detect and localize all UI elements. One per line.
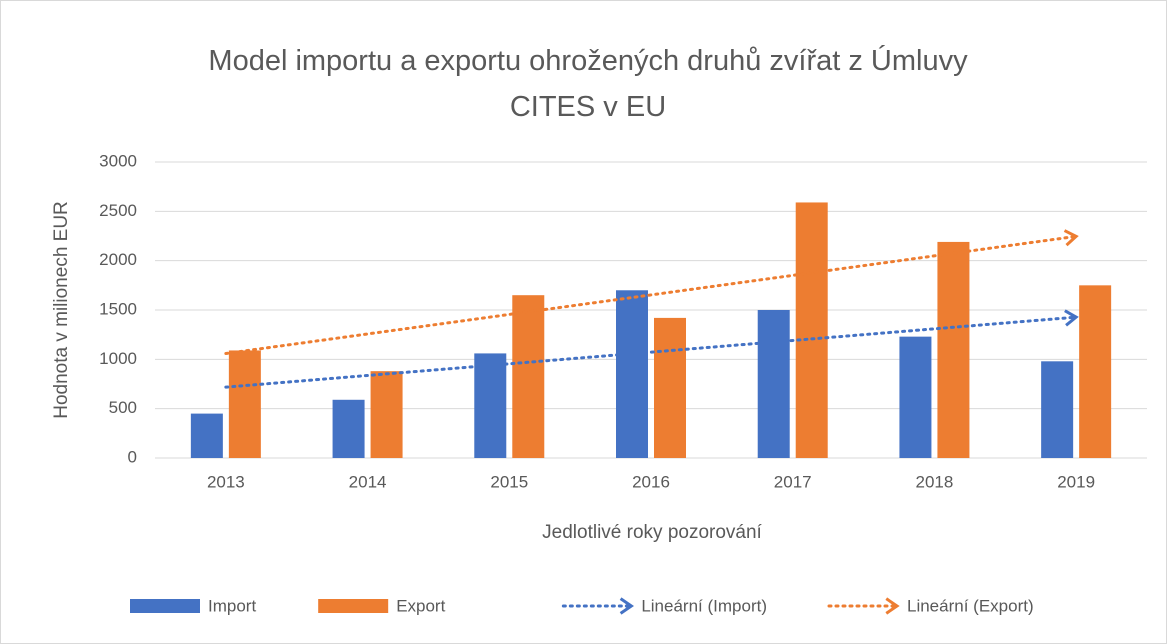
- x-tick-label: 2014: [349, 472, 387, 491]
- y-tick-label: 1000: [99, 349, 137, 368]
- legend-trend-swatch-head: [619, 597, 634, 615]
- bar: [616, 290, 648, 458]
- bar: [757, 310, 790, 458]
- trendline: [224, 315, 1078, 389]
- x-tick-label: 2016: [632, 472, 670, 491]
- chart-title: Model importu a exportu ohrožených druhů…: [208, 45, 968, 123]
- bar: [899, 336, 932, 458]
- legend-label: Export: [396, 596, 445, 615]
- bar: [1041, 361, 1074, 458]
- x-tick-label: 2018: [916, 472, 954, 491]
- legend-swatch: [130, 599, 200, 613]
- legend-trend-swatch-head: [885, 597, 900, 615]
- bar: [474, 353, 507, 458]
- legend-label: Lineární (Import): [641, 596, 767, 615]
- trendline-head: [1063, 229, 1079, 247]
- y-tick-label: 3000: [99, 151, 137, 170]
- y-tick-label: 1500: [99, 299, 137, 318]
- y-tick-label: 2500: [99, 201, 137, 220]
- bar: [795, 202, 828, 458]
- bar: [370, 371, 403, 458]
- y-tick-label: 2000: [99, 250, 137, 269]
- bar: [1079, 285, 1112, 458]
- legend-label: Import: [208, 596, 256, 615]
- bar: [937, 241, 970, 458]
- y-tick-label: 500: [109, 398, 137, 417]
- x-axis-label: Jedlotlivé roky pozorování: [542, 522, 762, 543]
- y-axis-label: Hodnota v milionech EUR: [51, 201, 72, 419]
- bar: [190, 413, 223, 458]
- x-tick-label: 2019: [1057, 472, 1095, 491]
- trendline-head: [1064, 309, 1079, 327]
- x-tick-label: 2017: [774, 472, 812, 491]
- bar: [332, 399, 365, 458]
- bar: [512, 295, 545, 458]
- x-tick-label: 2013: [207, 472, 245, 491]
- bar: [228, 350, 261, 458]
- legend-swatch: [318, 599, 389, 613]
- legend-label: Lineární (Export): [907, 596, 1034, 615]
- trendline: [224, 234, 1078, 355]
- x-tick-label: 2015: [490, 472, 528, 491]
- bar: [654, 317, 686, 458]
- y-tick-label: 0: [128, 447, 137, 466]
